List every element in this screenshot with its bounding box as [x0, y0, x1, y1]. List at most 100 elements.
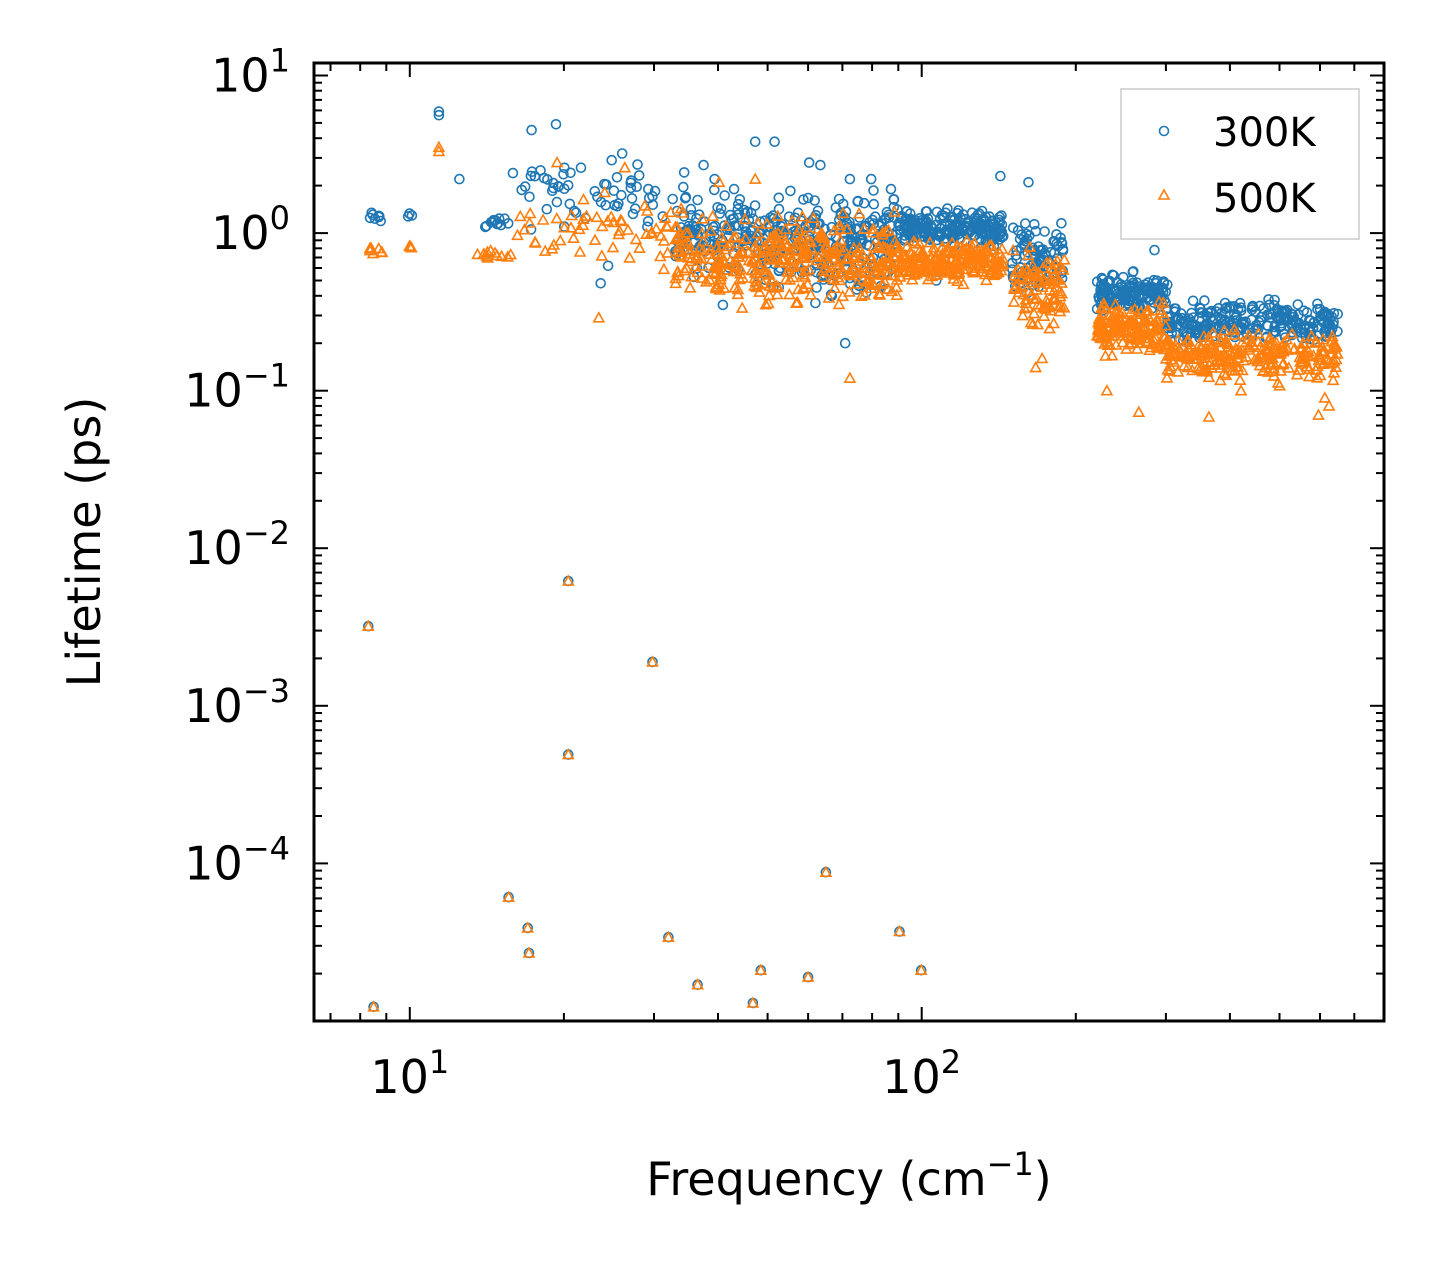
data-point-500k — [1200, 365, 1214, 377]
data-point-300k — [732, 198, 744, 210]
data-point-500k — [1202, 410, 1216, 422]
data-point-500k — [751, 216, 765, 229]
data-point-500k — [760, 217, 774, 229]
data-point-300k — [642, 216, 654, 227]
data-point-500k — [783, 287, 796, 300]
data-point-300k — [883, 209, 894, 221]
data-point-300k — [502, 218, 514, 229]
data-point-500k — [614, 213, 627, 226]
data-point-500k — [816, 270, 830, 283]
data-point-500k — [1197, 329, 1211, 342]
data-point-500k — [964, 248, 978, 260]
data-point-500k — [1310, 371, 1324, 383]
data-point-500k — [836, 289, 850, 302]
data-point-500k — [557, 221, 571, 233]
data-point-300k — [1193, 313, 1205, 325]
data-point-500k — [1039, 293, 1053, 306]
data-point-500k — [904, 263, 918, 276]
data-point-500k — [1309, 363, 1323, 375]
data-point-500k — [978, 267, 992, 280]
data-point-500k — [1010, 278, 1023, 290]
data-point-500k — [1318, 391, 1332, 403]
data-point-500k — [834, 233, 847, 246]
data-point-300k — [769, 136, 780, 147]
data-point-300k — [547, 177, 559, 189]
data-point-500k — [1191, 352, 1205, 365]
data-point-300k — [943, 227, 955, 239]
data-point-300k — [785, 222, 797, 234]
data-point-500k — [1113, 307, 1126, 319]
data-point-500k — [801, 970, 815, 982]
data-point-500k — [751, 226, 765, 239]
data-point-500k — [1010, 272, 1023, 285]
data-point-500k — [1205, 344, 1219, 356]
data-point-500k — [1155, 306, 1169, 318]
data-point-500k — [938, 257, 951, 269]
data-point-500k — [545, 242, 559, 254]
data-point-300k — [885, 183, 897, 195]
data-point-500k — [1280, 341, 1293, 354]
data-point-300k — [1100, 281, 1112, 293]
data-point-500k — [471, 247, 484, 260]
data-point-500k — [1256, 364, 1270, 377]
data-point-300k — [493, 213, 505, 224]
data-point-500k — [669, 271, 682, 284]
data-point-500k — [706, 209, 720, 222]
data-point-500k — [953, 240, 967, 252]
data-point-500k — [1204, 338, 1218, 350]
y-tick-label: 101 — [211, 42, 290, 103]
data-point-500k — [902, 255, 916, 267]
data-point-300k — [1187, 295, 1199, 307]
data-point-300k — [647, 191, 658, 202]
data-point-500k — [830, 245, 844, 257]
data-point-500k — [1143, 312, 1156, 324]
data-point-500k — [504, 247, 518, 260]
data-point-500k — [576, 218, 590, 231]
data-point-500k — [995, 242, 1009, 254]
data-point-500k — [1052, 273, 1065, 285]
plot-frame — [312, 61, 1386, 1023]
data-point-500k — [817, 234, 831, 247]
data-point-500k — [905, 247, 918, 259]
data-point-300k — [749, 136, 761, 147]
data-point-500k — [1095, 331, 1108, 344]
data-point-300k — [975, 218, 987, 229]
data-point-500k — [699, 275, 713, 287]
data-point-300k — [1279, 314, 1291, 326]
data-point-300k — [1236, 316, 1247, 328]
data-point-300k — [1056, 237, 1067, 248]
data-point-500k — [689, 252, 703, 264]
data-point-500k — [612, 227, 626, 240]
data-point-500k — [785, 214, 799, 226]
data-point-500k — [832, 297, 846, 310]
series-500k-points — [361, 140, 1344, 1012]
data-point-300k — [1183, 313, 1194, 324]
data-point-500k — [1184, 348, 1198, 360]
data-point-500k — [372, 241, 386, 254]
data-point-300k — [812, 205, 824, 217]
data-point-300k — [976, 228, 987, 239]
data-point-500k — [722, 239, 736, 252]
data-point-300k — [1023, 177, 1034, 188]
data-point-500k — [888, 234, 902, 247]
data-point-300k — [719, 190, 731, 201]
data-point-500k — [951, 274, 964, 287]
data-point-500k — [1120, 325, 1133, 337]
data-point-300k — [855, 234, 867, 245]
data-point-500k — [865, 252, 878, 265]
data-point-300k — [995, 170, 1006, 182]
data-point-300k — [680, 191, 692, 203]
data-point-500k — [1232, 346, 1245, 359]
data-point-300k — [698, 159, 709, 171]
data-point-500k — [1296, 355, 1310, 367]
legend-box — [1120, 88, 1360, 240]
data-point-500k — [1303, 362, 1316, 375]
data-point-500k — [1099, 349, 1112, 361]
data-point-300k — [1014, 233, 1026, 245]
data-point-500k — [550, 211, 564, 224]
data-point-500k — [1030, 283, 1043, 295]
data-point-500k — [757, 241, 771, 253]
data-point-300k — [728, 213, 739, 224]
data-point-500k — [1179, 348, 1193, 361]
data-point-500k — [405, 241, 418, 253]
